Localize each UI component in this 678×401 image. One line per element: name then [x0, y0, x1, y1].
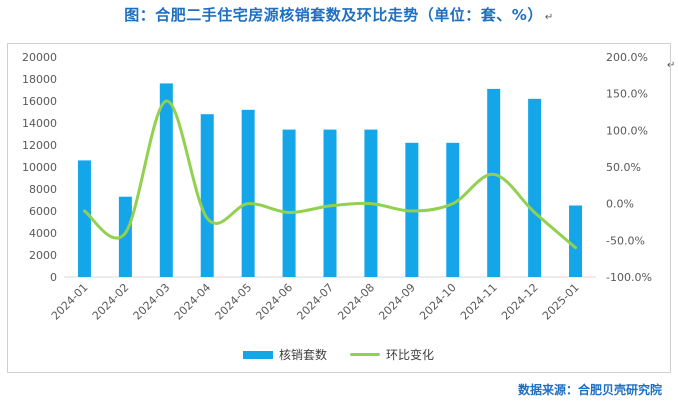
x-tick-label: 2024-03: [131, 281, 173, 323]
bar: [569, 205, 583, 277]
paragraph-mark: ↵: [544, 12, 554, 23]
bar: [446, 142, 460, 277]
data-source: 数据来源：合肥贝壳研究院: [517, 383, 662, 397]
bar: [241, 109, 255, 277]
x-tick-label: 2024-09: [376, 281, 418, 323]
bar: [159, 83, 173, 278]
left-tick-label: 18000: [22, 73, 57, 86]
x-tick-label: 2024-04: [172, 281, 214, 323]
x-tick-label: 2024-06: [254, 281, 296, 323]
left-tick-label: 4000: [29, 227, 57, 240]
left-tick-label: 16000: [22, 95, 57, 108]
right-tick-label: 150.0%: [606, 88, 648, 101]
x-tick-label: 2024-11: [458, 281, 500, 323]
left-tick-label: 20000: [22, 51, 57, 64]
legend-label-bars: 核销套数: [279, 348, 328, 362]
left-tick-label: 2000: [29, 249, 57, 262]
bar: [200, 114, 214, 277]
bar: [77, 160, 91, 277]
chart-frame: [7, 43, 671, 373]
left-tick-label: 6000: [29, 205, 57, 218]
legend-bar-swatch: [243, 350, 273, 359]
left-tick-label: 0: [50, 271, 57, 284]
legend-item-bars: 核销套数: [243, 346, 327, 363]
right-tick-label: 50.0%: [606, 161, 641, 174]
left-tick-label: 10000: [22, 161, 57, 174]
left-tick-label: 14000: [22, 117, 57, 130]
x-tick-label: 2024-01: [49, 281, 91, 323]
left-tick-label: 12000: [22, 139, 57, 152]
chart-legend: 核销套数 环比变化: [0, 346, 678, 362]
side-paragraph-mark: ↵: [667, 60, 676, 71]
x-tick-label: 2024-05: [213, 281, 255, 323]
right-tick-label: 100.0%: [606, 124, 648, 137]
bar: [282, 129, 296, 277]
x-tick-label: 2025-01: [540, 281, 582, 323]
legend-label-line: 环比变化: [386, 348, 435, 362]
x-tick-label: 2024-07: [294, 281, 336, 323]
x-tick-label: 2024-08: [335, 281, 377, 323]
bar: [118, 196, 132, 277]
left-tick-label: 8000: [29, 183, 57, 196]
bar: [487, 88, 501, 278]
x-tick-label: 2024-02: [90, 281, 132, 323]
legend-line-swatch: [350, 353, 380, 356]
right-tick-label: -100.0%: [606, 271, 652, 284]
bar: [323, 129, 337, 277]
legend-item-line: 环比变化: [350, 346, 434, 363]
x-tick-label: 2024-10: [417, 281, 459, 323]
chart-title-text: 图：合肥二手住宅房源核销套数及环比走势（单位：套、%）: [124, 6, 543, 24]
right-tick-label: 0.0%: [606, 198, 634, 211]
series-line: [82, 99, 578, 250]
right-tick-label: -50.0%: [606, 234, 645, 247]
chart-title: 图：合肥二手住宅房源核销套数及环比走势（单位：套、%） ↵: [0, 4, 678, 25]
x-tick-label: 2024-12: [499, 281, 541, 323]
bar: [528, 98, 542, 277]
right-tick-label: 200.0%: [606, 51, 648, 64]
